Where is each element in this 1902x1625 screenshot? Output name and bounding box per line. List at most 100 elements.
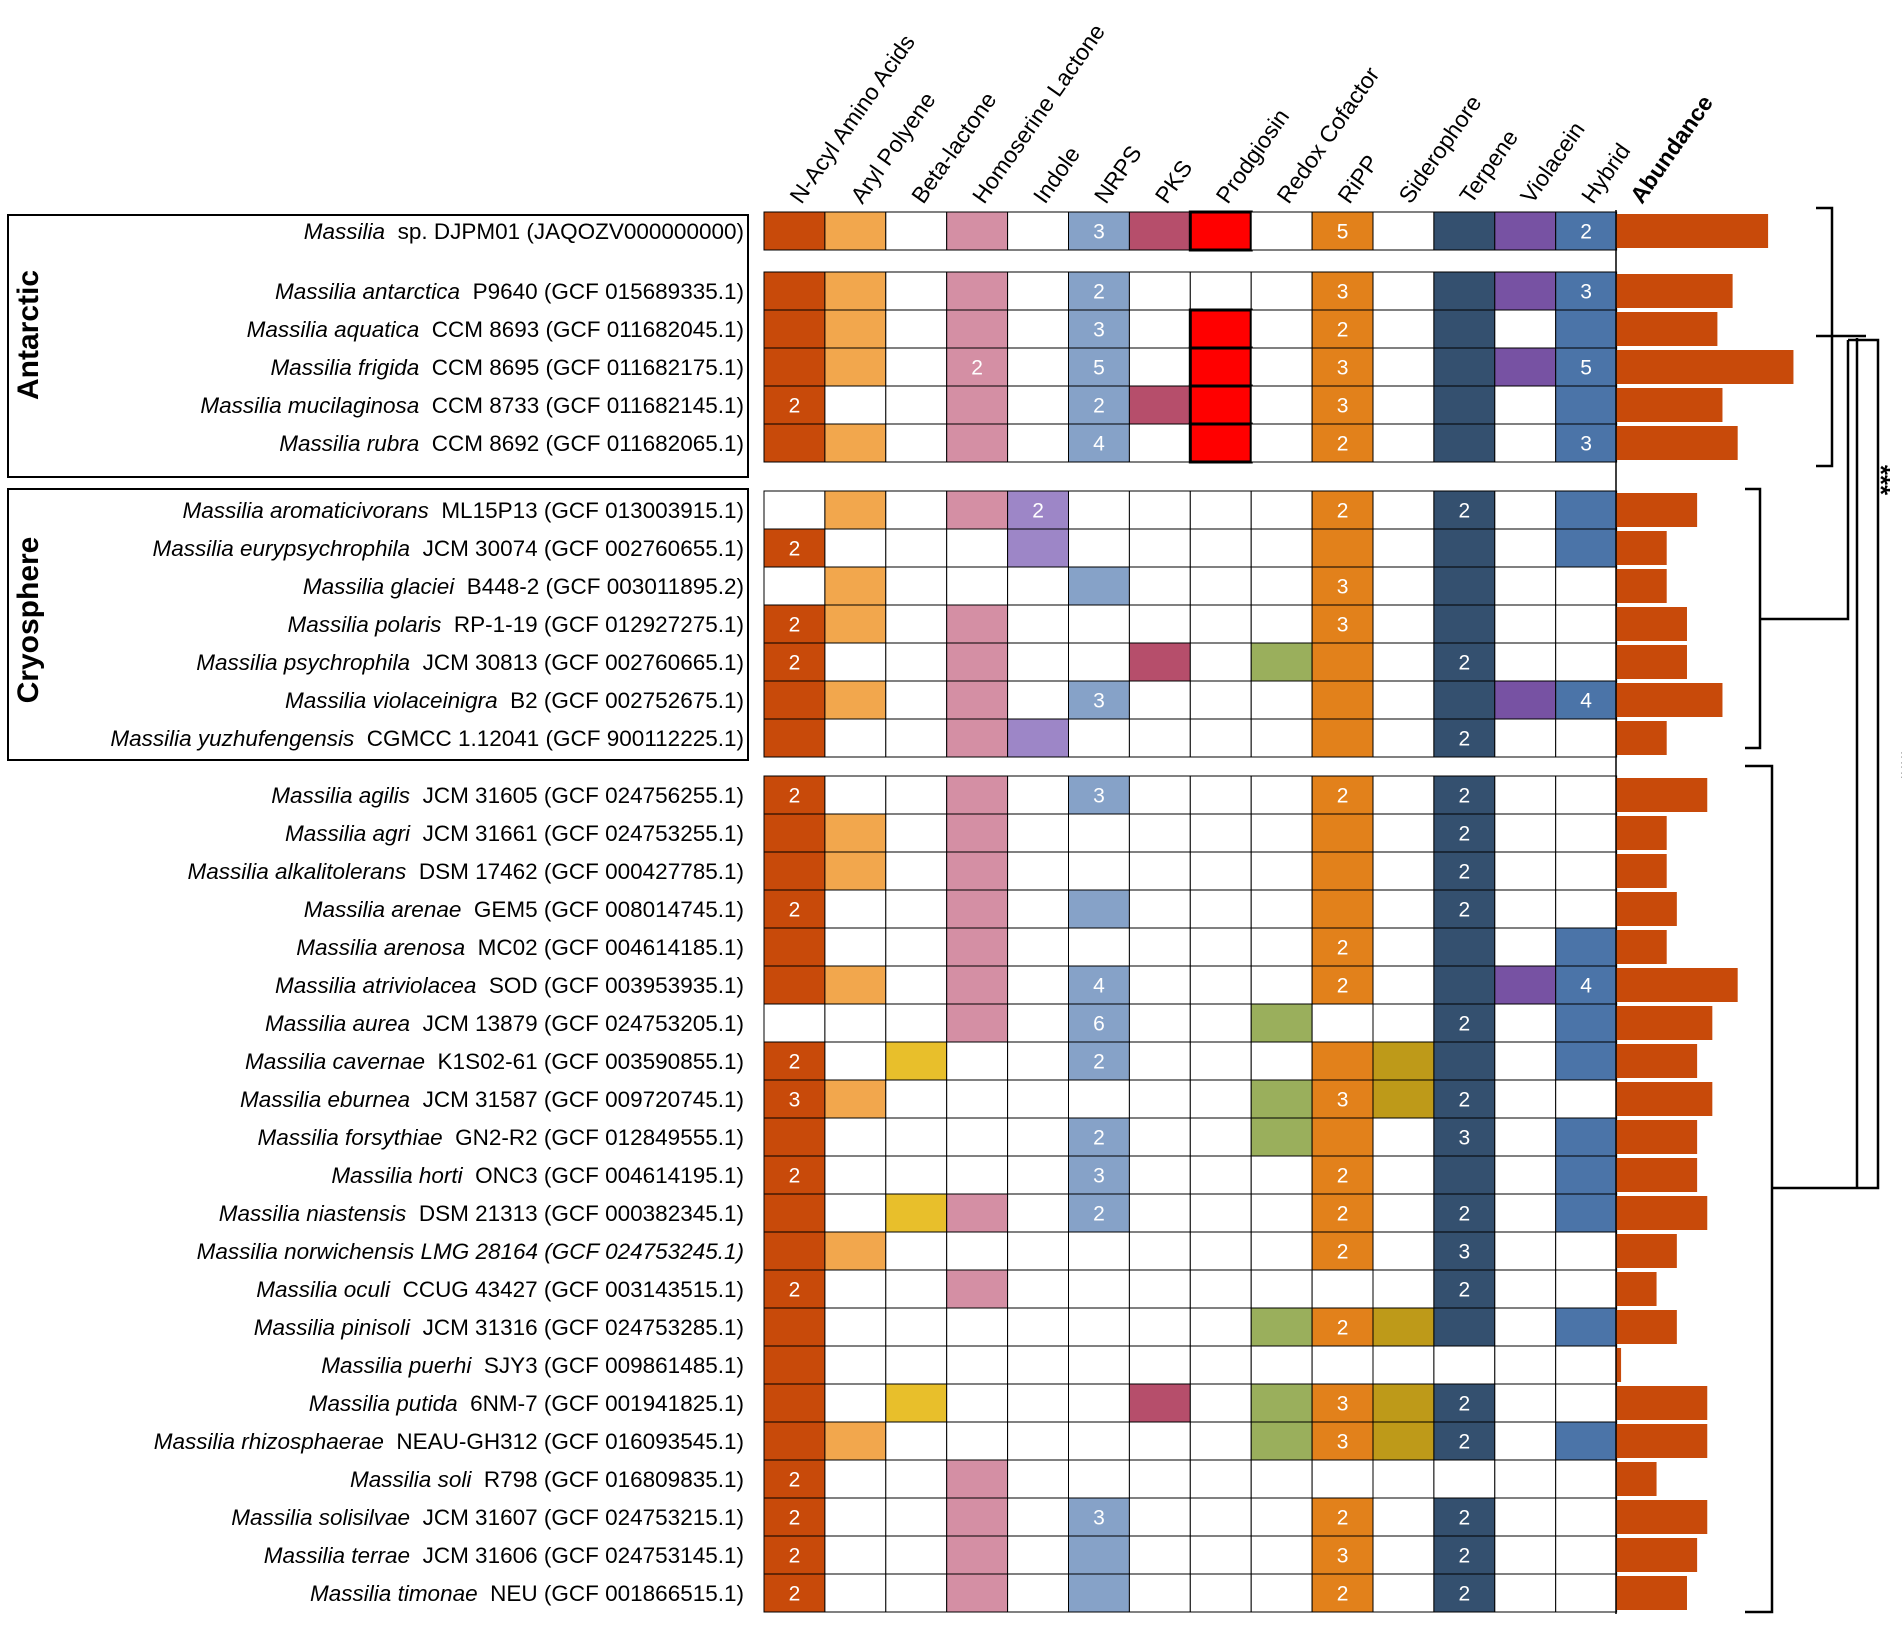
column-header: Terpene (1454, 125, 1523, 208)
heatmap-cell (1494, 1117, 1557, 1157)
heatmap-cell (763, 271, 826, 311)
heatmap-cell (1189, 271, 1252, 311)
heatmap-cell (1494, 490, 1557, 530)
heatmap-cell (885, 1421, 948, 1461)
cell-count-label: 3 (1337, 614, 1349, 637)
heatmap-cell (1433, 347, 1496, 387)
species-name: Massilia eurypsychrophila (152, 536, 410, 561)
heatmap-cell (824, 965, 887, 1005)
heatmap-cell (763, 965, 826, 1005)
cell-count-label: 2 (1459, 1089, 1471, 1112)
heatmap-cell (1068, 1535, 1130, 1575)
abundance-bar (1616, 721, 1667, 755)
heatmap-cell (763, 642, 826, 682)
heatmap-cell (1007, 528, 1069, 568)
heatmap-cell (824, 1497, 887, 1537)
heatmap-cell (824, 889, 887, 929)
heatmap-cell (1555, 718, 1618, 758)
heatmap-cell (1555, 385, 1618, 425)
heatmap-cell (1494, 851, 1557, 891)
strain-accession: JCM 31587 (GCF 009720745.1) (410, 1087, 744, 1112)
cell-count-label: 5 (1337, 221, 1349, 244)
heatmap-cell (1068, 1155, 1130, 1195)
cell-count-label: 3 (1337, 1089, 1349, 1112)
heatmap-cell (1250, 1117, 1313, 1157)
heatmap-cell (763, 1459, 826, 1499)
species-name: Massilia norwichensis LMG 28164 (GCF 024… (197, 1239, 744, 1264)
heatmap-cell (1068, 1307, 1130, 1347)
strain-accession: CCM 8733 (GCF 011682145.1) (419, 393, 744, 418)
heatmap-cell (946, 1155, 1009, 1195)
heatmap-cell (1128, 1421, 1191, 1461)
heatmap-cell (1311, 642, 1374, 682)
heatmap-cell (885, 1269, 948, 1309)
row-label: Massilia horti ONC3 (GCF 004614195.1) (331, 1163, 744, 1188)
cell-count-label: 3 (1337, 281, 1349, 304)
heatmap-cell (824, 490, 887, 530)
strain-accession: CCM 8692 (GCF 011682065.1) (419, 431, 744, 456)
heatmap-cell (1433, 528, 1496, 568)
heatmap-cell (1433, 851, 1496, 891)
heatmap-cell (946, 1573, 1009, 1613)
heatmap-cell (1311, 1117, 1374, 1157)
heatmap-cell (824, 566, 887, 606)
row-label: Massilia eburnea JCM 31587 (GCF 00972074… (240, 1087, 744, 1112)
heatmap-cell (1433, 1497, 1496, 1537)
cell-count-label: 2 (1459, 785, 1471, 808)
species-name: Massilia aquatica (247, 317, 420, 342)
heatmap-cell (1189, 566, 1252, 606)
heatmap-cell (1189, 1535, 1252, 1575)
heatmap-cell (763, 1193, 826, 1233)
heatmap-cell (1189, 1041, 1252, 1081)
heatmap-cell (1494, 1193, 1557, 1233)
heatmap-cell (824, 385, 887, 425)
heatmap-cell (946, 1535, 1009, 1575)
heatmap-cell (1128, 528, 1191, 568)
abundance-bar (1616, 1158, 1698, 1192)
heatmap-cell (1189, 927, 1252, 967)
heatmap-cell (946, 1117, 1009, 1157)
strain-accession: P9640 (GCF 015689335.1) (460, 279, 744, 304)
heatmap-cell (1372, 211, 1435, 251)
heatmap-cell (1372, 1079, 1435, 1119)
heatmap-cell (1068, 1041, 1130, 1081)
heatmap-cell (1250, 1307, 1313, 1347)
strain-accession: CGMCC 1.12041 (GCF 900112225.1) (354, 726, 744, 751)
heatmap-cell (1189, 642, 1252, 682)
heatmap-cell (1128, 889, 1191, 929)
heatmap-cell (1189, 1573, 1252, 1613)
abundance-bar (1616, 1120, 1698, 1154)
heatmap-cell (1555, 1345, 1618, 1385)
heatmap-cell (885, 813, 948, 853)
cell-count-label: 3 (1093, 1165, 1105, 1188)
heatmap-cell (763, 813, 826, 853)
cell-count-label: 2 (1459, 1507, 1471, 1530)
cell-count-label: 2 (1459, 500, 1471, 523)
heatmap-cell (946, 490, 1009, 530)
heatmap-cell (885, 309, 948, 349)
heatmap-cell (1494, 1345, 1557, 1385)
species-name: Massilia rhizosphaerae (154, 1429, 384, 1454)
heatmap-cell (946, 1079, 1009, 1119)
heatmap-cell (1188, 308, 1253, 350)
heatmap-cell (1494, 385, 1557, 425)
species-name: Massilia puerhi (321, 1353, 472, 1378)
heatmap-cell (1007, 1383, 1069, 1423)
heatmap-cell (885, 1573, 948, 1613)
heatmap-cell (1188, 346, 1253, 388)
heatmap-cell (824, 1383, 887, 1423)
group-boxes: Antarctic Cryosphere (7, 214, 749, 761)
cell-count-label: 2 (1580, 221, 1592, 244)
heatmap-cell (1068, 775, 1130, 815)
heatmap-cell (763, 1345, 826, 1385)
heatmap-cell (885, 1193, 948, 1233)
heatmap-cell (1128, 309, 1191, 349)
cell-count-label: 2 (1093, 1203, 1105, 1226)
heatmap-cell (1068, 813, 1130, 853)
abundance-bar (1616, 1576, 1687, 1610)
heatmap-cell (1128, 851, 1191, 891)
heatmap-cell (1433, 1041, 1496, 1081)
species-name: Massilia polaris (288, 612, 442, 637)
heatmap-cell (1555, 1193, 1618, 1233)
heatmap-cell (1372, 1421, 1435, 1461)
